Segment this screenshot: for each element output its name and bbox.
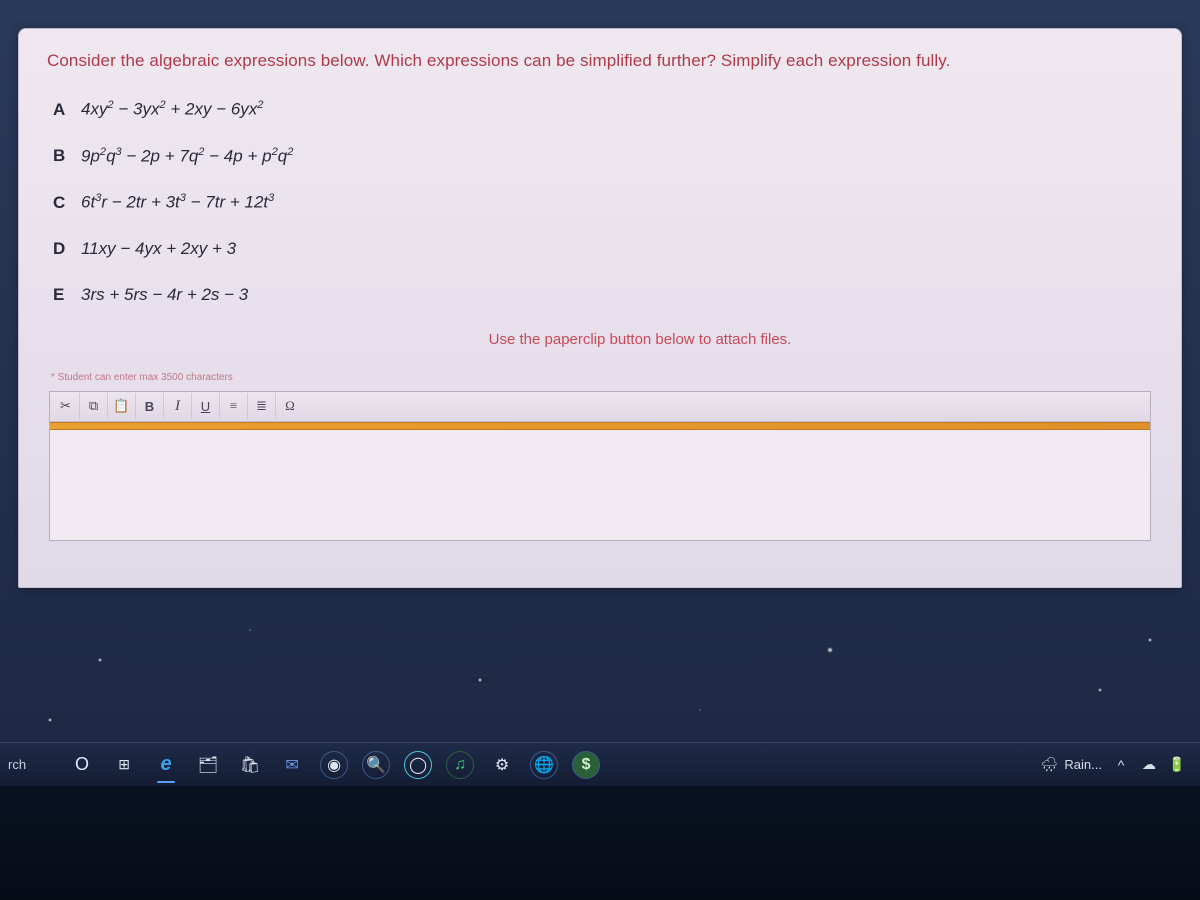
task-view-button[interactable]: ⊞ [110,751,138,779]
finance-icon[interactable]: $ [572,751,600,779]
taskbar: rch O ⊞ e 🗂 🛍 ✉ ◉ 🔍 ◯ ♫ ⚙ 🌐 $ 🌧 Rain... … [0,742,1200,786]
symbol-button[interactable]: Ω [276,393,304,419]
underline-button[interactable]: U [192,393,220,419]
option-expression: 11xy − 4yx + 2xy + 3 [81,239,236,259]
omega-icon: Ω [285,398,295,414]
chrome-icon[interactable]: ◉ [320,751,348,779]
options-list: A 4xy2 − 3yx2 + 2xy − 6yx2 B 9p2q3 − 2p … [53,99,1153,305]
editor-textarea[interactable] [50,430,1150,540]
paste-button[interactable]: 📋 [108,393,136,419]
option-expression: 4xy2 − 3yx2 + 2xy − 6yx2 [81,99,263,120]
option-row: E 3rs + 5rs − 4r + 2s − 3 [53,285,1153,305]
bold-button[interactable]: B [136,393,164,419]
ul-icon: ≣ [256,398,267,414]
option-letter: E [53,285,81,305]
char-limit-note: * Student can enter max 3500 characters [51,372,1153,383]
question-panel: Consider the algebraic expressions below… [18,28,1182,588]
option-row: D 11xy − 4yx + 2xy + 3 [53,239,1153,259]
ordered-list-button[interactable]: ≡ [220,393,248,419]
taskbar-apps: O ⊞ e 🗂 🛍 ✉ ◉ 🔍 ◯ ♫ ⚙ 🌐 $ [68,751,600,779]
cloud-sync-icon[interactable]: ☁ [1140,756,1158,774]
italic-button[interactable]: I [164,393,192,419]
option-expression: 9p2q3 − 2p + 7q2 − 4p + p2q2 [81,146,293,167]
mail-icon[interactable]: ✉ [278,751,306,779]
weather-icon: 🌧 [1040,756,1058,774]
browser-icon[interactable]: 🌐 [530,751,558,779]
option-row: A 4xy2 − 3yx2 + 2xy − 6yx2 [53,99,1153,120]
option-expression: 3rs + 5rs − 4r + 2s − 3 [81,285,248,305]
weather-widget[interactable]: 🌧 Rain... [1040,756,1102,774]
paste-icon: 📋 [113,398,129,414]
ol-icon: ≡ [230,398,237,414]
option-expression: 6t3r − 2tr + 3t3 − 7tr + 12t3 [81,192,274,213]
search-box-fragment[interactable]: rch [6,757,36,772]
attach-hint: Use the paperclip button below to attach… [87,331,1193,348]
store-icon[interactable]: 🛍 [236,751,264,779]
option-row: B 9p2q3 − 2p + 7q2 − 4p + p2q2 [53,146,1153,167]
option-letter: B [53,146,81,166]
copy-icon: ⧉ [89,398,98,414]
option-letter: C [53,193,81,213]
cut-icon: ✂ [60,398,71,414]
unordered-list-button[interactable]: ≣ [248,393,276,419]
desktop-background [0,600,1200,740]
option-row: C 6t3r − 2tr + 3t3 − 7tr + 12t3 [53,192,1153,213]
weather-text: Rain... [1064,757,1102,772]
system-tray: 🌧 Rain... ^ ☁ 🔋 [1040,756,1194,774]
copy-button[interactable]: ⧉ [80,393,108,419]
editor-accent-strip [50,422,1150,430]
circle-app-icon[interactable]: ◯ [404,751,432,779]
rich-text-editor: ✂ ⧉ 📋 B I U ≡ ≣ Ω [49,391,1151,541]
cortana-button[interactable]: O [68,751,96,779]
edge-icon[interactable]: e [152,751,180,779]
editor-toolbar: ✂ ⧉ 📋 B I U ≡ ≣ Ω [50,392,1150,422]
file-explorer-icon[interactable]: 🗂 [194,751,222,779]
tray-chevron-icon[interactable]: ^ [1112,756,1130,774]
music-app-icon[interactable]: ♫ [446,751,474,779]
settings-icon[interactable]: ⚙ [488,751,516,779]
option-letter: D [53,239,81,259]
option-letter: A [53,100,81,120]
search-app-icon[interactable]: 🔍 [362,751,390,779]
question-prompt: Consider the algebraic expressions below… [47,51,1153,71]
taskbar-left: rch [6,757,36,772]
cut-button[interactable]: ✂ [52,393,80,419]
battery-icon[interactable]: 🔋 [1168,756,1186,774]
below-taskbar-dark [0,786,1200,900]
